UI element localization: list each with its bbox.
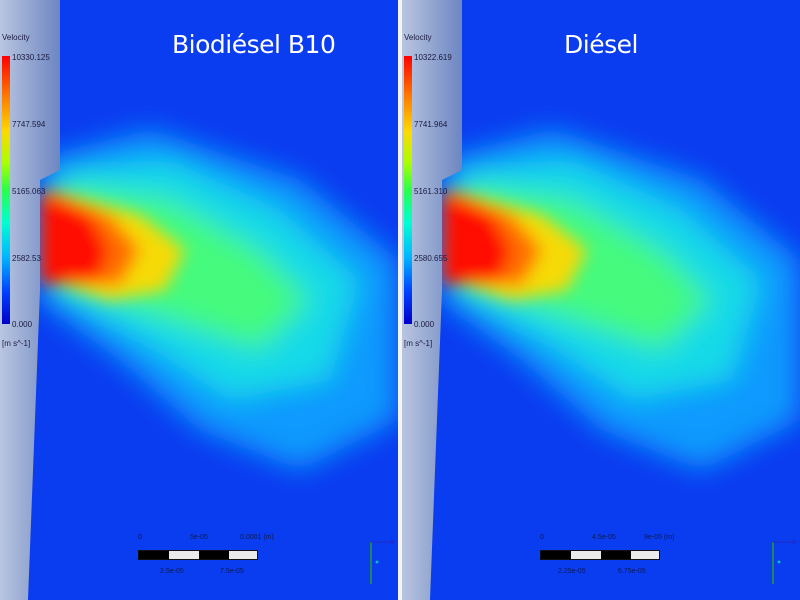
- scale-label-bottom: 2.5e-05: [160, 568, 184, 575]
- coordinate-axis-icon: [772, 539, 797, 584]
- velocity-field-diesel: [402, 0, 800, 600]
- scale-label-top: 9e-05 (m): [644, 534, 675, 541]
- panel-title: Biodiésel B10: [172, 30, 336, 59]
- scale-label-top: 0: [540, 534, 544, 541]
- scale-label-bottom: 7.5e-05: [220, 568, 244, 575]
- scale-label-top: 0.0001 (m): [240, 534, 274, 541]
- scale-ruler: [138, 550, 258, 560]
- legend-tick-2: 5165.063: [12, 187, 46, 196]
- scale-label-bottom: 6.75e-05: [618, 568, 646, 575]
- legend-tick-3: 7747.594: [12, 120, 46, 129]
- color-legend-bar: [404, 56, 412, 324]
- scale-segment: [601, 551, 631, 559]
- scale-label-bottom: 2.25e-05: [558, 568, 586, 575]
- legend-unit: [m s^-1]: [404, 339, 433, 348]
- scale-segment: [541, 551, 571, 559]
- panel-title: Diésel: [564, 30, 638, 59]
- panel-biodiesel: Biodiésel B10 Velocity 10330.125 7747.59…: [0, 0, 398, 600]
- legend-tick-1: 2582.53: [12, 254, 41, 263]
- length-scale-bar: 0 4.5e-05 9e-05 (m) 2.25e-05 6.75e-05: [540, 534, 674, 584]
- legend-tick-min: 0.000: [12, 320, 33, 329]
- scale-label-top: 5e-05: [190, 534, 208, 541]
- legend-tick-max: 10330.125: [12, 53, 50, 62]
- scale-ruler: [540, 550, 660, 560]
- panel-divider: [398, 0, 402, 600]
- legend-unit: [m s^-1]: [2, 339, 31, 348]
- color-legend-bar: [2, 56, 10, 324]
- coordinate-axis-icon: [370, 539, 395, 584]
- legend-tick-min: 0.000: [414, 320, 435, 329]
- panel-diesel: Diésel Velocity 10322.619 7741.964 5161.…: [402, 0, 800, 600]
- legend-tick-1: 2580.655: [414, 254, 448, 263]
- legend-title: Velocity: [2, 33, 30, 42]
- legend-tick-3: 7741.964: [414, 120, 448, 129]
- legend-tick-2: 5161.310: [414, 187, 448, 196]
- scale-label-top: 0: [138, 534, 142, 541]
- legend-title: Velocity: [404, 33, 432, 42]
- scale-label-top: 4.5e-05: [592, 534, 616, 541]
- scale-segment: [139, 551, 169, 559]
- legend-tick-max: 10322.619: [414, 53, 452, 62]
- length-scale-bar: 0 5e-05 0.0001 (m) 2.5e-05 7.5e-05: [138, 534, 274, 584]
- velocity-field-biodiesel: [0, 0, 398, 600]
- scale-segment: [199, 551, 229, 559]
